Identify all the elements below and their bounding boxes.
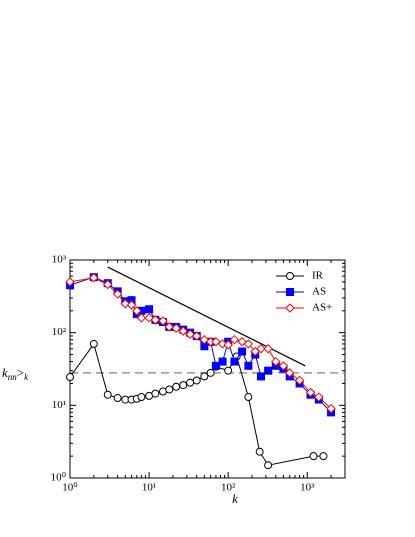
point <box>199 335 210 345</box>
point <box>218 357 227 366</box>
point <box>255 447 264 456</box>
point <box>271 356 281 367</box>
point <box>229 335 240 345</box>
y-label-part: > <box>17 365 24 380</box>
y-tick-label: 10³ <box>52 254 67 266</box>
point <box>278 361 289 371</box>
point <box>206 368 215 377</box>
point <box>237 337 247 347</box>
point <box>244 393 253 402</box>
point <box>244 361 253 370</box>
point <box>238 347 247 356</box>
x-axis-label: k <box>232 491 238 506</box>
point <box>151 389 160 398</box>
point <box>65 277 75 287</box>
point <box>263 344 273 354</box>
point <box>309 452 318 461</box>
point <box>314 392 324 402</box>
point <box>66 373 74 382</box>
point <box>294 375 305 386</box>
point <box>305 387 316 398</box>
point <box>256 344 266 354</box>
point <box>186 378 195 387</box>
point <box>185 329 195 339</box>
point <box>192 376 201 385</box>
legend-marker <box>285 303 295 313</box>
point <box>89 339 98 348</box>
plot-frame <box>69 259 346 479</box>
point <box>256 372 265 381</box>
x-tick-label: 10² <box>221 482 236 494</box>
point <box>136 313 147 323</box>
point <box>179 381 188 390</box>
x-tick-label: 10³ <box>300 482 315 494</box>
y-axis-label: knn>k <box>2 365 29 382</box>
point <box>112 289 123 299</box>
x-tick-label: 10¹ <box>142 482 156 494</box>
point <box>200 372 209 381</box>
point <box>89 273 99 283</box>
point <box>264 461 273 470</box>
point <box>172 382 181 391</box>
x-tick-label: 10⁰ <box>62 482 78 494</box>
point <box>103 390 112 399</box>
y-label-part: k <box>24 372 29 382</box>
point <box>145 305 154 314</box>
y-tick-label: 10¹ <box>52 399 66 411</box>
point <box>319 452 328 461</box>
point <box>171 323 181 333</box>
point <box>113 394 122 403</box>
point <box>243 339 254 349</box>
point <box>224 366 233 375</box>
point <box>178 326 188 336</box>
point <box>164 322 174 332</box>
point <box>103 279 113 290</box>
y-label-part: nn <box>8 372 18 382</box>
series-line <box>69 342 324 466</box>
point <box>211 361 220 370</box>
point <box>165 385 174 394</box>
point <box>217 339 228 349</box>
legend-label: AS <box>312 286 326 298</box>
point <box>132 306 142 316</box>
point <box>285 368 295 378</box>
point <box>326 403 336 414</box>
legend-label: AS+ <box>312 302 332 314</box>
legend-label: IR <box>312 270 324 282</box>
point <box>126 300 137 310</box>
point <box>211 337 221 347</box>
point <box>230 357 239 366</box>
y-tick-label: 10⁰ <box>51 472 67 484</box>
point <box>150 315 161 325</box>
legend-marker <box>286 272 294 280</box>
point <box>137 393 146 402</box>
y-label-part: k <box>2 365 8 380</box>
point <box>191 331 202 341</box>
y-tick-label: 10² <box>52 326 67 338</box>
point <box>120 299 130 309</box>
point <box>223 340 233 350</box>
legend-marker <box>286 288 294 296</box>
point <box>264 366 273 375</box>
point <box>158 316 168 326</box>
